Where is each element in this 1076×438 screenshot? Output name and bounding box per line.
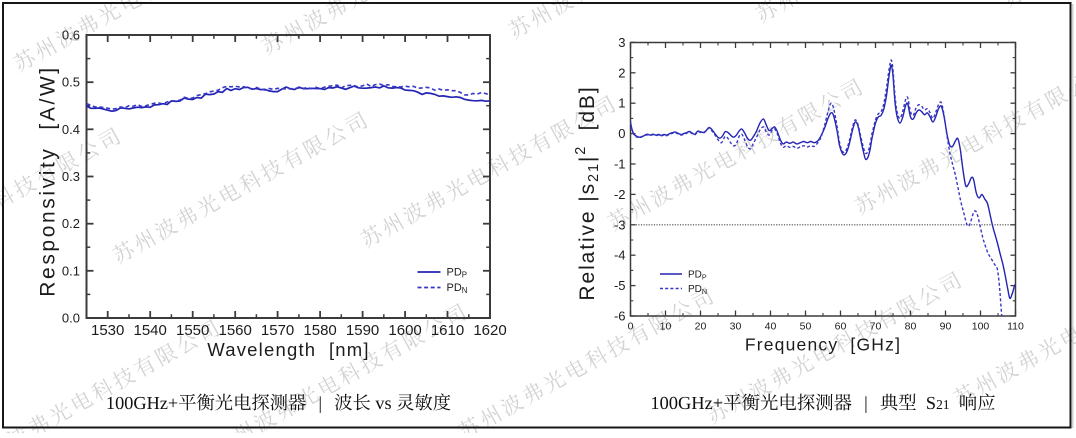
svg-text:1560: 1560: [219, 322, 252, 339]
svg-text:2: 2: [618, 65, 625, 80]
svg-text:0: 0: [618, 126, 625, 141]
svg-text:60: 60: [835, 321, 847, 333]
svg-text:PDN: PDN: [447, 282, 468, 295]
svg-text:0.0: 0.0: [62, 311, 80, 326]
svg-text:0.4: 0.4: [62, 122, 80, 137]
svg-text:110: 110: [1007, 321, 1024, 333]
svg-text:90: 90: [940, 321, 952, 333]
svg-text:1550: 1550: [176, 322, 209, 339]
svg-text:100: 100: [972, 321, 990, 333]
svg-text:PDN: PDN: [688, 284, 707, 296]
svg-text:10: 10: [660, 321, 672, 333]
svg-text:3: 3: [618, 35, 625, 50]
svg-text:PDP: PDP: [447, 267, 468, 280]
svg-text:-6: -6: [614, 309, 626, 324]
svg-text:1590: 1590: [346, 322, 379, 339]
svg-text:1620: 1620: [473, 322, 506, 339]
svg-text:Wavelength [nm]: Wavelength [nm]: [207, 339, 369, 360]
svg-text:50: 50: [800, 321, 812, 333]
svg-text:Responsivity [A/W]: Responsivity [A/W]: [37, 65, 60, 296]
svg-text:Frequency [GHz]: Frequency [GHz]: [745, 335, 901, 355]
svg-text:0.6: 0.6: [62, 28, 80, 43]
svg-text:1540: 1540: [134, 322, 167, 339]
svg-text:1600: 1600: [388, 322, 421, 339]
svg-text:0.2: 0.2: [62, 216, 80, 231]
svg-text:PDP: PDP: [688, 270, 707, 282]
svg-text:20: 20: [695, 321, 707, 333]
svg-text:Relative |s21|2 [dB]: Relative |s21|2 [dB]: [573, 85, 602, 300]
svg-text:-1: -1: [614, 157, 626, 172]
svg-text:1570: 1570: [261, 322, 294, 339]
svg-text:0.5: 0.5: [62, 75, 80, 90]
svg-text:30: 30: [730, 321, 742, 333]
svg-text:0.1: 0.1: [62, 263, 80, 278]
svg-text:1610: 1610: [431, 322, 464, 339]
svg-text:-5: -5: [614, 278, 626, 293]
svg-text:-4: -4: [614, 248, 626, 263]
svg-text:1: 1: [618, 96, 625, 111]
svg-text:-2: -2: [614, 187, 626, 202]
svg-text:-3: -3: [614, 217, 626, 232]
svg-text:0.3: 0.3: [62, 169, 80, 184]
svg-text:1530: 1530: [91, 322, 124, 339]
svg-text:70: 70: [870, 321, 882, 333]
svg-text:1580: 1580: [303, 322, 336, 339]
svg-text:0: 0: [628, 321, 634, 333]
svg-text:80: 80: [905, 321, 917, 333]
svg-text:40: 40: [765, 321, 777, 333]
